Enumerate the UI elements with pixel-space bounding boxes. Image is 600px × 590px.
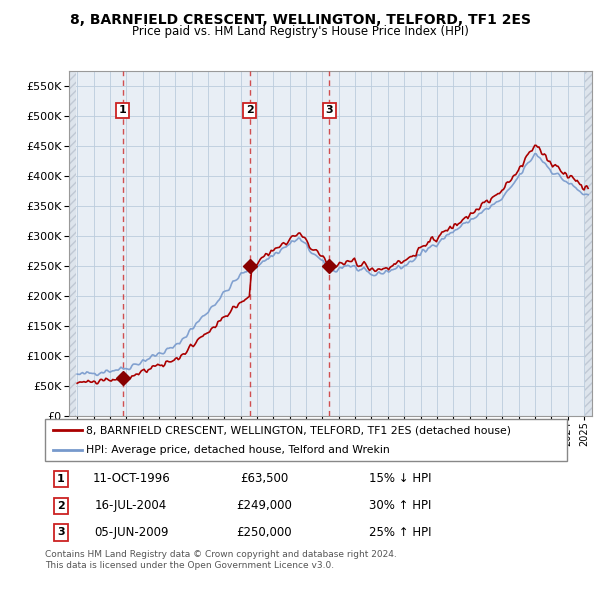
Text: 15% ↓ HPI: 15% ↓ HPI bbox=[369, 473, 431, 486]
Text: Contains HM Land Registry data © Crown copyright and database right 2024.: Contains HM Land Registry data © Crown c… bbox=[45, 550, 397, 559]
Text: This data is licensed under the Open Government Licence v3.0.: This data is licensed under the Open Gov… bbox=[45, 560, 334, 569]
Text: 11-OCT-1996: 11-OCT-1996 bbox=[92, 473, 170, 486]
Text: 1: 1 bbox=[57, 474, 65, 484]
Text: £250,000: £250,000 bbox=[236, 526, 292, 539]
Text: 8, BARNFIELD CRESCENT, WELLINGTON, TELFORD, TF1 2ES: 8, BARNFIELD CRESCENT, WELLINGTON, TELFO… bbox=[70, 13, 530, 27]
Text: 25% ↑ HPI: 25% ↑ HPI bbox=[369, 526, 431, 539]
Text: 3: 3 bbox=[57, 527, 64, 537]
Text: 2: 2 bbox=[245, 106, 253, 116]
Text: £249,000: £249,000 bbox=[236, 499, 292, 512]
Bar bbox=[69, 71, 76, 416]
Text: £63,500: £63,500 bbox=[240, 473, 289, 486]
Text: 30% ↑ HPI: 30% ↑ HPI bbox=[369, 499, 431, 512]
Text: HPI: Average price, detached house, Telford and Wrekin: HPI: Average price, detached house, Telf… bbox=[86, 445, 389, 455]
Text: 05-JUN-2009: 05-JUN-2009 bbox=[94, 526, 169, 539]
Text: 16-JUL-2004: 16-JUL-2004 bbox=[95, 499, 167, 512]
Bar bbox=[586, 71, 592, 416]
Text: 8, BARNFIELD CRESCENT, WELLINGTON, TELFORD, TF1 2ES (detached house): 8, BARNFIELD CRESCENT, WELLINGTON, TELFO… bbox=[86, 425, 511, 435]
Text: 3: 3 bbox=[326, 106, 333, 116]
Text: 1: 1 bbox=[119, 106, 127, 116]
Text: Price paid vs. HM Land Registry's House Price Index (HPI): Price paid vs. HM Land Registry's House … bbox=[131, 25, 469, 38]
Text: 2: 2 bbox=[57, 501, 65, 510]
FancyBboxPatch shape bbox=[45, 419, 567, 461]
